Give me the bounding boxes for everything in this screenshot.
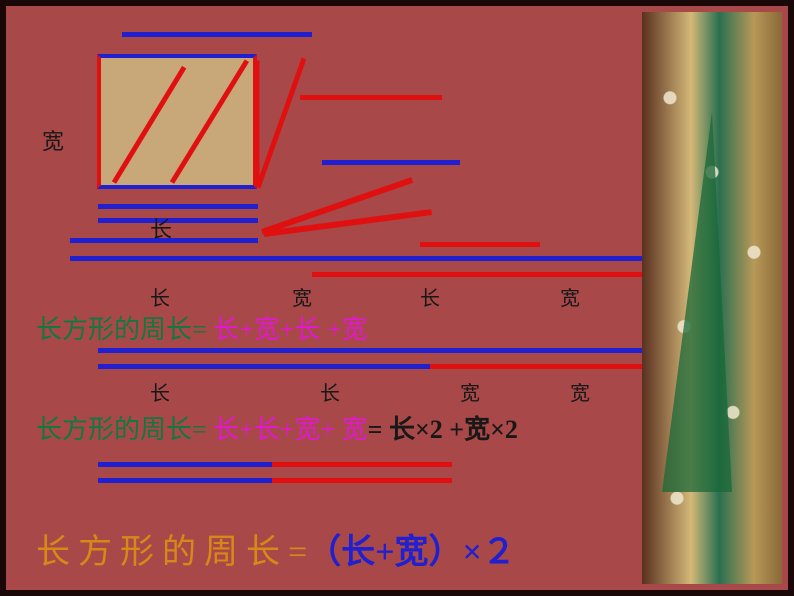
axis-label: 长 [320, 377, 340, 406]
formula-part: = 长×2 +宽×2 [368, 415, 518, 444]
formula-row: 长方形的周长= 长+宽+长 +宽 [36, 309, 368, 346]
axis-label: 宽 [42, 124, 64, 156]
content-area: 宽长长宽长宽长长宽宽 长方形的周长= 长+宽+长 +宽长方形的周长= 长+长+宽… [12, 12, 642, 584]
diagram-line [272, 462, 452, 467]
diagram-line [98, 364, 430, 369]
formula-part: 长方形的周长= [36, 415, 207, 444]
axis-label: 宽 [560, 282, 580, 311]
axis-label: 宽 [292, 282, 312, 311]
decorative-border [642, 12, 782, 584]
axis-label: 宽 [460, 377, 480, 406]
formula-row: 长方形的周长=（长+宽）×２ [36, 524, 516, 573]
diagram-line [312, 272, 650, 277]
diagram-line [430, 364, 642, 369]
diagram-line [122, 32, 312, 37]
formula-part: （长+宽）×２ [307, 534, 516, 571]
axis-label: 长 [150, 377, 170, 406]
formula-part: 长+长+宽+ 宽 [207, 415, 368, 444]
axis-label: 长 [420, 282, 440, 311]
axis-label: 宽 [570, 377, 590, 406]
slide-frame: 宽长长宽长宽长长宽宽 长方形的周长= 长+宽+长 +宽长方形的周长= 长+长+宽… [0, 0, 794, 596]
axis-label: 长 [150, 212, 172, 244]
diagram-line [256, 57, 307, 188]
formula-row: 长方形的周长= 长+长+宽+ 宽= 长×2 +宽×2 [36, 409, 518, 446]
diagram-line [98, 348, 642, 353]
diagram-line [255, 60, 260, 187]
diagram-line [70, 256, 650, 261]
formula-part: 长方形的周长= [36, 315, 207, 344]
formula-part: = [288, 534, 307, 571]
diagram-line [98, 462, 272, 467]
formula-part: 长方形的周长 [36, 534, 288, 571]
diagram-line [98, 204, 258, 209]
diagram-line [300, 95, 442, 100]
axis-label: 长 [150, 282, 170, 311]
diagram-line [98, 478, 272, 483]
diagram-line [98, 218, 258, 223]
diagram-line [322, 160, 460, 165]
diagram-line [272, 478, 452, 483]
diagram-line [420, 242, 540, 247]
formula-part: 长+宽+长 +宽 [207, 315, 368, 344]
